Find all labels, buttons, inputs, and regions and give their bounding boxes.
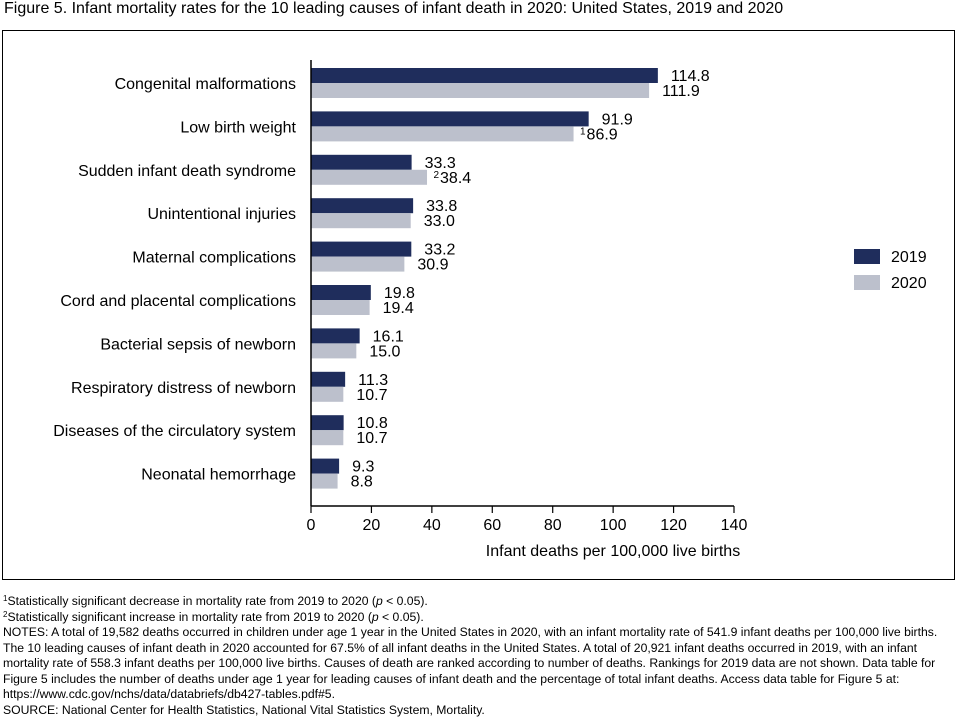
bar-2020	[311, 300, 370, 315]
footnote-1: 1Statistically significant decrease in m…	[3, 594, 958, 610]
footnote-1-marker: 1	[3, 594, 8, 603]
legend-swatch-2020	[854, 275, 880, 290]
data-label: 15.0	[369, 343, 400, 360]
category-label: Sudden infant death syndrome	[78, 163, 296, 180]
data-label: 16.1	[373, 328, 404, 345]
footnotes: 1Statistically significant decrease in m…	[3, 594, 958, 718]
data-label: 33.2	[424, 242, 455, 259]
bar-2019	[311, 415, 344, 431]
data-label: 8.8	[351, 474, 373, 491]
bar-2019	[311, 328, 360, 344]
data-table-link[interactable]: https://www.cdc.gov/nchs/data/databriefs…	[3, 687, 332, 701]
significance-marker: 2	[433, 170, 439, 181]
x-tick-label: 60	[483, 517, 501, 534]
legend-label: 2019	[891, 249, 927, 266]
x-tick-label: 100	[600, 517, 627, 534]
figure-title: Figure 5. Infant mortality rates for the…	[4, 0, 784, 17]
bar-2019	[311, 68, 658, 83]
category-label: Respiratory distress of newborn	[71, 380, 296, 397]
data-label: 19.8	[384, 285, 415, 302]
legend-label: 2020	[891, 275, 927, 292]
x-tick-label: 120	[660, 517, 687, 534]
bar-2019	[311, 111, 589, 127]
x-tick-label: 140	[721, 517, 748, 534]
bar-2020	[311, 83, 650, 98]
category-label: Neonatal hemorrhage	[141, 467, 296, 484]
footnote-2-marker: 2	[3, 609, 8, 619]
data-label: 33.0	[424, 213, 455, 230]
source-text: SOURCE: National Center for Health Stati…	[3, 702, 485, 717]
footnote-2-p: p	[371, 609, 379, 624]
chart-frame	[2, 30, 955, 580]
footnote-2: 2Statistically significant increase in m…	[3, 610, 958, 626]
data-label: 33.3	[425, 155, 456, 172]
notes-body: NOTES: A total of 19,582 deaths occurred…	[3, 625, 938, 686]
significance-marker: 1	[580, 126, 586, 137]
category-label: Diseases of the circulatory system	[53, 423, 296, 440]
bar-2020	[311, 473, 338, 489]
bar-2020	[311, 169, 428, 185]
x-tick-label: 80	[544, 517, 562, 534]
bar-2019	[311, 154, 412, 170]
data-label: 10.8	[357, 415, 388, 432]
bar-2019	[311, 458, 340, 474]
x-tick-label: 0	[307, 517, 316, 534]
category-label: Bacterial sepsis of newborn	[100, 336, 296, 353]
bar-2020	[311, 430, 344, 446]
bar-2020	[311, 213, 411, 229]
data-label: 10.7	[356, 430, 387, 447]
data-label: 114.8	[671, 68, 710, 85]
footnote-2-tail: < 0.05).	[378, 609, 424, 624]
footnote-2-text: Statistically significant increase in mo…	[7, 609, 372, 624]
bar-2020	[311, 386, 344, 402]
data-label: 9.3	[352, 459, 374, 476]
category-label: Unintentional injuries	[147, 206, 296, 223]
bar-2020	[311, 256, 405, 272]
bar-2020	[311, 126, 574, 142]
category-label: Cord and placental complications	[60, 293, 296, 310]
footnote-1-p: p	[375, 594, 383, 608]
category-label: Low birth weight	[180, 119, 296, 136]
bar-2019	[311, 285, 371, 300]
category-label: Congenital malformations	[115, 76, 296, 93]
data-label: 91.9	[602, 111, 633, 128]
x-tick-label: 20	[363, 517, 381, 534]
data-label: 38.4	[440, 170, 471, 187]
legend-swatch-2019	[854, 249, 880, 264]
footnote-1-tail: < 0.05).	[382, 594, 428, 608]
bar-2019	[311, 371, 346, 387]
data-label: 11.3	[358, 372, 388, 389]
bar-2020	[311, 343, 357, 359]
data-label: 10.7	[356, 387, 387, 404]
bar-2019	[311, 241, 412, 257]
data-label: 30.9	[417, 257, 448, 274]
footnote-1-text: Statistically significant decrease in mo…	[7, 594, 376, 608]
x-axis-title: Infant deaths per 100,000 live births	[486, 543, 740, 560]
notes-text: NOTES: A total of 19,582 deaths occurred…	[3, 625, 958, 703]
bar-2019	[311, 198, 414, 214]
category-label: Maternal complications	[132, 250, 296, 267]
data-label: 111.9	[662, 83, 700, 100]
notes-link-tail: .	[331, 687, 335, 701]
data-label: 19.4	[383, 300, 414, 317]
x-tick-label: 40	[423, 517, 441, 534]
data-label: 86.9	[587, 126, 618, 143]
data-label: 33.8	[426, 198, 457, 215]
